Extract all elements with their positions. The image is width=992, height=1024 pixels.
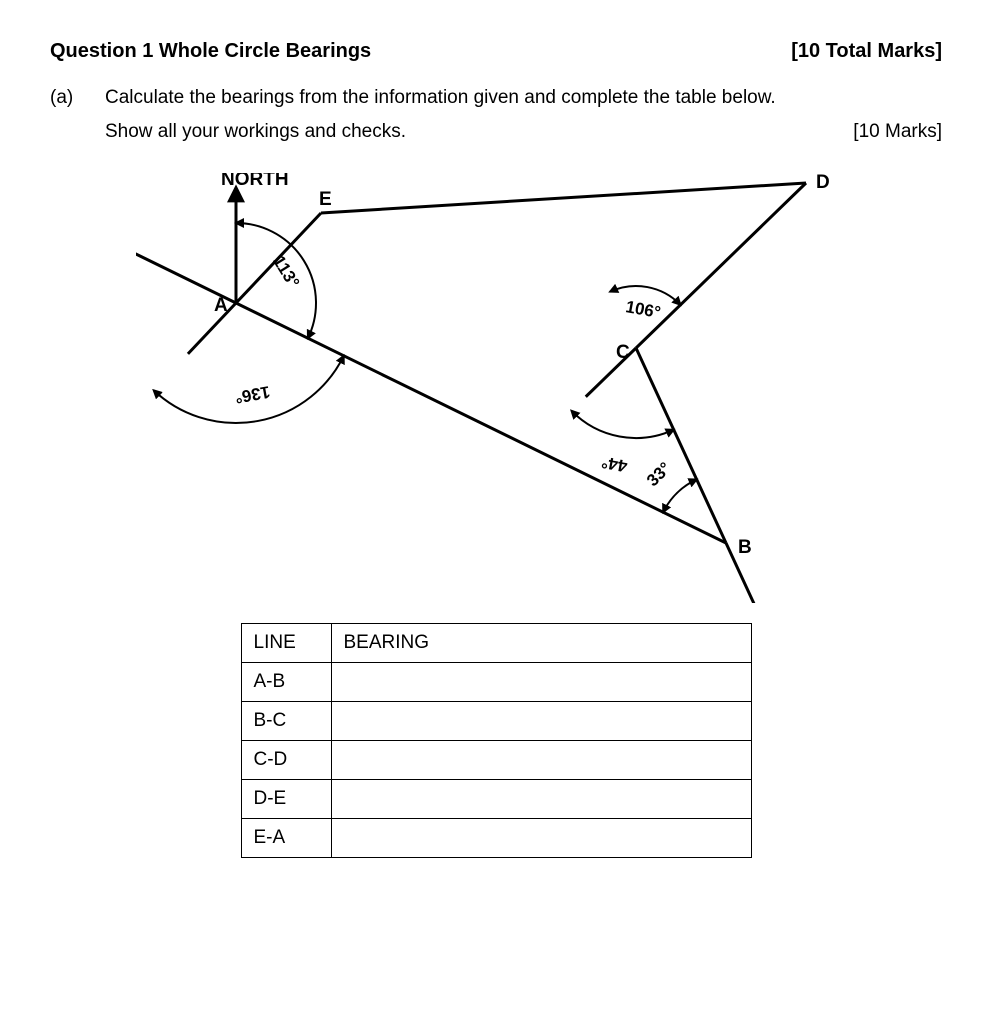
table-row: C-D bbox=[241, 741, 751, 780]
cell-bearing bbox=[331, 663, 751, 702]
question-header: Question 1 Whole Circle Bearings [10 Tot… bbox=[50, 40, 942, 63]
part-instruction: Calculate the bearings from the informat… bbox=[105, 87, 942, 109]
workings-text: Show all your workings and checks. bbox=[105, 121, 406, 143]
cell-line: C-D bbox=[241, 741, 331, 780]
workings-row: Show all your workings and checks. [10 M… bbox=[105, 121, 942, 143]
table-row: D-E bbox=[241, 780, 751, 819]
total-marks: [10 Total Marks] bbox=[791, 40, 942, 63]
svg-text:44°: 44° bbox=[600, 452, 629, 475]
bearings-diagram: NORTH A B C D E 113° 136° 33° 106° 44° bbox=[136, 173, 856, 603]
svg-text:E: E bbox=[319, 189, 332, 210]
table-row: A-B bbox=[241, 663, 751, 702]
col-header-line: LINE bbox=[241, 624, 331, 663]
svg-text:136°: 136° bbox=[233, 382, 271, 407]
svg-text:A: A bbox=[214, 295, 228, 316]
svg-text:NORTH: NORTH bbox=[221, 173, 289, 190]
table-row: E-A bbox=[241, 819, 751, 858]
cell-bearing bbox=[331, 741, 751, 780]
svg-text:33°: 33° bbox=[643, 458, 675, 490]
cell-line: D-E bbox=[241, 780, 331, 819]
col-header-bearing: BEARING bbox=[331, 624, 751, 663]
part-label: (a) bbox=[50, 87, 105, 109]
diagram-container: NORTH A B C D E 113° 136° 33° 106° 44° bbox=[50, 173, 942, 603]
part-a-row: (a) Calculate the bearings from the info… bbox=[50, 87, 942, 109]
part-marks: [10 Marks] bbox=[853, 121, 942, 143]
svg-text:106°: 106° bbox=[624, 297, 662, 322]
cell-bearing bbox=[331, 780, 751, 819]
question-title: Question 1 Whole Circle Bearings bbox=[50, 40, 371, 63]
cell-bearing bbox=[331, 819, 751, 858]
cell-line: A-B bbox=[241, 663, 331, 702]
table-row: B-C bbox=[241, 702, 751, 741]
bearings-table: LINE BEARING A-BB-CC-DD-EE-A bbox=[241, 623, 752, 858]
cell-bearing bbox=[331, 702, 751, 741]
svg-text:C: C bbox=[616, 342, 630, 363]
svg-text:B: B bbox=[738, 537, 752, 558]
table-container: LINE BEARING A-BB-CC-DD-EE-A bbox=[50, 623, 942, 858]
svg-text:D: D bbox=[816, 173, 830, 193]
cell-line: E-A bbox=[241, 819, 331, 858]
svg-text:113°: 113° bbox=[269, 252, 303, 291]
table-header-row: LINE BEARING bbox=[241, 624, 751, 663]
cell-line: B-C bbox=[241, 702, 331, 741]
